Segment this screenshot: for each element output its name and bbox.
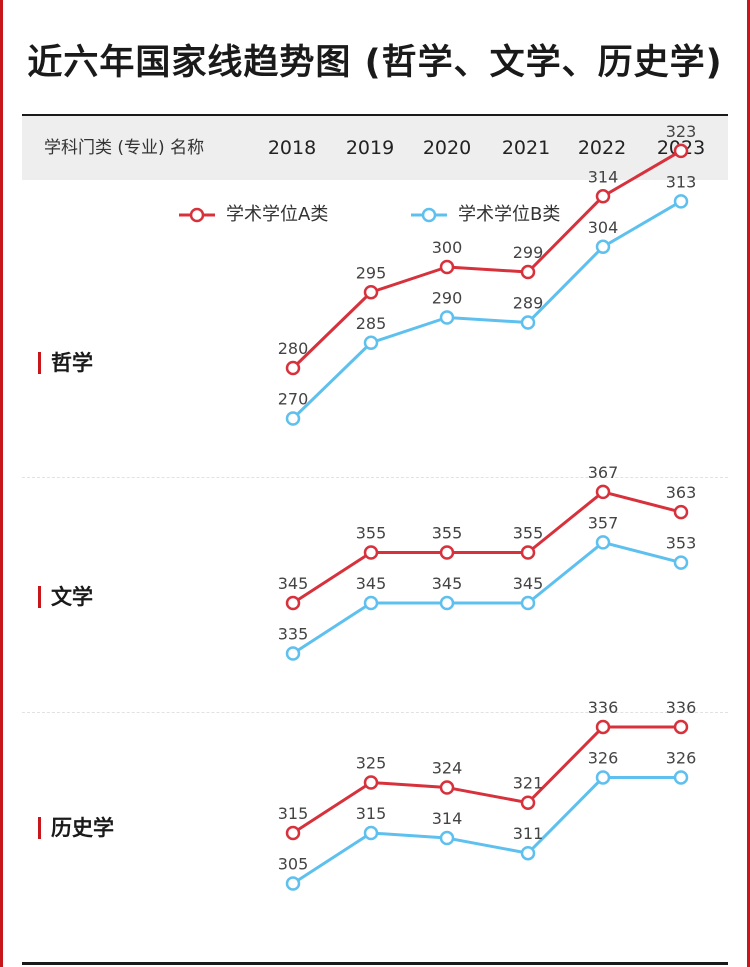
header-year-2021: 2021 — [501, 137, 551, 159]
data-label-history-a-2022: 336 — [588, 698, 619, 717]
data-point-literature-a-2022 — [595, 484, 611, 500]
table-header: 学科门类 (专业) 名称 2018 2019 2020 2021 2022 20… — [22, 116, 728, 180]
data-point-literature-a-2019 — [363, 545, 379, 560]
data-point-literature-a-2021 — [520, 545, 536, 560]
row-divider-2 — [22, 712, 728, 713]
data-label-history-a-2018: 315 — [278, 804, 309, 823]
data-point-philosophy-b-2022 — [595, 239, 611, 255]
data-point-literature-b-2019 — [363, 595, 379, 611]
data-point-history-a-2021 — [520, 795, 536, 810]
data-label-history-b-2019: 315 — [356, 804, 387, 823]
legend-label-b: 学术学位B类 — [458, 204, 561, 225]
data-point-history-a-2020 — [439, 780, 455, 795]
data-point-philosophy-b-2020 — [439, 310, 455, 325]
legend-label-a: 学术学位A类 — [226, 204, 329, 225]
data-label-philosophy-a-2022: 314 — [588, 167, 619, 186]
data-label-literature-a-2022: 367 — [588, 463, 619, 482]
data-label-literature-b-2020: 345 — [432, 574, 463, 593]
data-label-philosophy-b-2018: 270 — [278, 390, 309, 409]
data-label-literature-a-2023: 363 — [666, 483, 697, 502]
data-point-literature-a-2020 — [439, 545, 455, 560]
data-point-literature-b-2023 — [673, 555, 689, 570]
header-year-2018: 2018 — [267, 137, 317, 159]
data-label-literature-b-2019: 345 — [356, 574, 387, 593]
data-label-philosophy-b-2020: 290 — [432, 289, 463, 308]
header-year-2022: 2022 — [577, 137, 627, 159]
data-point-philosophy-b-2018 — [285, 411, 301, 426]
data-point-philosophy-a-2018 — [285, 360, 301, 376]
data-label-philosophy-b-2021: 289 — [513, 294, 544, 313]
data-label-literature-a-2018: 345 — [278, 574, 309, 593]
data-label-philosophy-a-2021: 299 — [513, 243, 544, 262]
data-point-history-a-2023 — [673, 719, 689, 735]
header-top-rule — [22, 114, 728, 116]
data-label-history-b-2020: 314 — [432, 809, 463, 828]
data-point-history-b-2020 — [439, 830, 455, 846]
data-point-history-a-2019 — [363, 775, 379, 790]
series-line-literature-a — [292, 490, 682, 605]
table-bottom-rule — [22, 962, 728, 965]
series-line-history-a — [292, 725, 681, 835]
data-point-philosophy-b-2023 — [673, 194, 689, 209]
data-label-literature-a-2021: 355 — [513, 524, 544, 543]
data-point-literature-a-2018 — [285, 595, 301, 611]
data-point-history-b-2022 — [595, 770, 611, 785]
data-label-philosophy-b-2022: 304 — [588, 218, 619, 237]
data-point-philosophy-b-2021 — [520, 315, 536, 330]
data-label-philosophy-a-2023: 323 — [666, 122, 697, 141]
legend-line-a-icon — [179, 207, 215, 223]
series-line-history-b — [292, 775, 681, 885]
chart-legend: 学术学位A类 学术学位B类 — [0, 201, 750, 229]
data-point-philosophy-a-2022 — [595, 189, 611, 204]
row-label-history: 历史学 — [38, 817, 114, 839]
data-point-literature-b-2018 — [285, 646, 301, 661]
data-point-philosophy-a-2020 — [439, 259, 455, 275]
row-label-literature: 文学 — [38, 586, 93, 608]
data-label-literature-b-2021: 345 — [513, 574, 544, 593]
row-divider-1 — [22, 477, 728, 478]
data-label-history-b-2022: 326 — [588, 748, 619, 767]
series-line-philosophy-b — [291, 200, 682, 420]
data-point-history-b-2023 — [673, 770, 689, 785]
data-label-history-a-2020: 324 — [432, 759, 463, 778]
data-point-philosophy-a-2023 — [673, 143, 689, 159]
data-point-philosophy-b-2019 — [363, 335, 379, 350]
header-year-2019: 2019 — [345, 137, 395, 159]
data-point-philosophy-a-2021 — [520, 264, 536, 280]
data-point-literature-a-2023 — [673, 504, 689, 520]
data-label-history-a-2023: 336 — [666, 698, 697, 717]
row-label-philosophy: 哲学 — [38, 352, 93, 374]
data-point-history-b-2019 — [363, 825, 379, 841]
series-line-literature-b — [292, 540, 682, 655]
data-label-literature-b-2018: 335 — [278, 625, 309, 644]
header-year-2020: 2020 — [422, 137, 472, 159]
data-label-literature-a-2020: 355 — [432, 524, 463, 543]
data-point-history-a-2018 — [285, 825, 301, 841]
data-label-philosophy-b-2019: 285 — [356, 314, 387, 333]
data-label-history-b-2023: 326 — [666, 748, 697, 767]
data-point-history-a-2022 — [595, 719, 611, 735]
data-point-philosophy-a-2019 — [363, 285, 379, 300]
data-point-literature-b-2021 — [520, 595, 536, 611]
data-label-literature-b-2023: 353 — [666, 534, 697, 553]
data-label-philosophy-a-2020: 300 — [432, 238, 463, 257]
data-point-literature-b-2020 — [439, 595, 455, 611]
data-label-literature-b-2022: 357 — [588, 513, 619, 532]
data-label-history-a-2021: 321 — [513, 774, 544, 793]
series-line-philosophy-a — [291, 149, 682, 370]
data-point-literature-b-2022 — [595, 535, 611, 550]
header-name-column: 学科门类 (专业) 名称 — [44, 138, 205, 158]
data-label-history-a-2019: 325 — [356, 754, 387, 773]
page-title: 近六年国家线趋势图 (哲学、文学、历史学) — [27, 43, 723, 83]
data-point-history-b-2021 — [520, 845, 536, 861]
data-point-history-b-2018 — [285, 876, 301, 891]
data-label-philosophy-a-2018: 280 — [278, 339, 309, 358]
legend-line-b-icon — [411, 207, 447, 223]
data-label-philosophy-b-2023: 313 — [666, 172, 697, 191]
data-label-philosophy-a-2019: 295 — [356, 263, 387, 282]
data-label-history-b-2021: 311 — [513, 824, 544, 843]
data-label-literature-a-2019: 355 — [356, 524, 387, 543]
data-label-history-b-2018: 305 — [278, 855, 309, 874]
